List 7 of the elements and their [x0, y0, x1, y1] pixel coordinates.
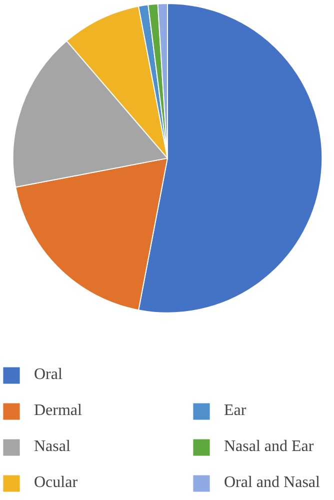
legend-label: Oral and Nasal: [224, 474, 320, 492]
legend-label: Ear: [224, 402, 246, 420]
legend-label: Nasal and Ear: [224, 438, 314, 456]
legend-label: Oral: [34, 366, 62, 384]
legend-label: Nasal: [34, 438, 70, 456]
legend-label: Ocular: [34, 474, 78, 492]
legend-label: Dermal: [34, 402, 82, 420]
